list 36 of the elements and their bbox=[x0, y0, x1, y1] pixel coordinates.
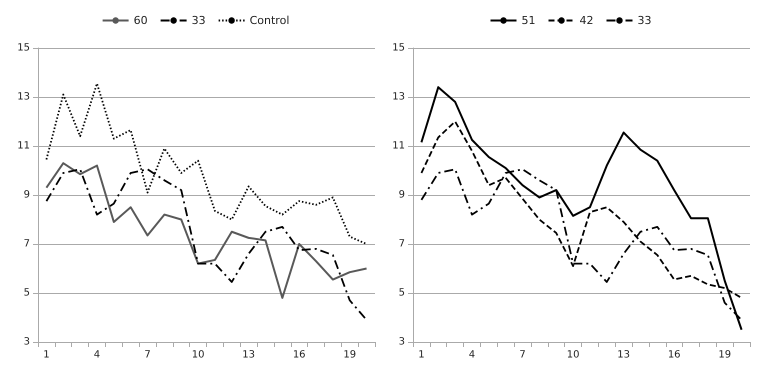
x-tick-label: 7 bbox=[519, 350, 526, 360]
y-tick-label: 7 bbox=[398, 238, 405, 250]
x-tick-label: 4 bbox=[94, 350, 100, 360]
x-tick-label: 19 bbox=[718, 350, 732, 360]
y-tick-label: 9 bbox=[398, 190, 405, 200]
x-tick-label: 10 bbox=[192, 350, 204, 360]
legend-label: 33 bbox=[638, 14, 652, 27]
line-series bbox=[420, 86, 743, 331]
y-tick-label: 5 bbox=[398, 288, 405, 298]
line-series bbox=[45, 162, 368, 299]
x-tick-label: 13 bbox=[617, 350, 630, 360]
x-tick-label: 1 bbox=[418, 350, 425, 360]
y-tick-label: 13 bbox=[17, 92, 30, 102]
legend-label: 51 bbox=[522, 14, 536, 27]
x-tick-label: 19 bbox=[343, 350, 356, 360]
y-tick-label: 3 bbox=[398, 336, 405, 348]
x-tick-label: 10 bbox=[566, 350, 580, 360]
y-tick-label: 13 bbox=[392, 92, 405, 102]
y-tick-label: 11 bbox=[17, 140, 30, 152]
y-tick-label: 3 bbox=[24, 336, 30, 348]
y-tick-label: 5 bbox=[24, 288, 30, 298]
x-tick-label: 1 bbox=[43, 350, 50, 360]
legend-label: 42 bbox=[580, 14, 594, 27]
legend-label: 33 bbox=[192, 14, 206, 27]
y-tick-label: 15 bbox=[392, 42, 405, 54]
x-tick-label: 4 bbox=[468, 350, 476, 360]
x-tick-label: 13 bbox=[242, 350, 255, 360]
legend-label: 60 bbox=[134, 14, 148, 27]
x-tick-label: 16 bbox=[668, 350, 681, 360]
y-tick-label: 15 bbox=[17, 42, 30, 54]
y-tick-label: 11 bbox=[392, 140, 405, 152]
x-tick-label: 7 bbox=[144, 350, 151, 360]
legend-label: Control bbox=[250, 14, 290, 27]
y-tick-label: 7 bbox=[24, 238, 30, 250]
x-tick-label: 16 bbox=[292, 350, 306, 360]
y-tick-label: 9 bbox=[24, 190, 30, 200]
